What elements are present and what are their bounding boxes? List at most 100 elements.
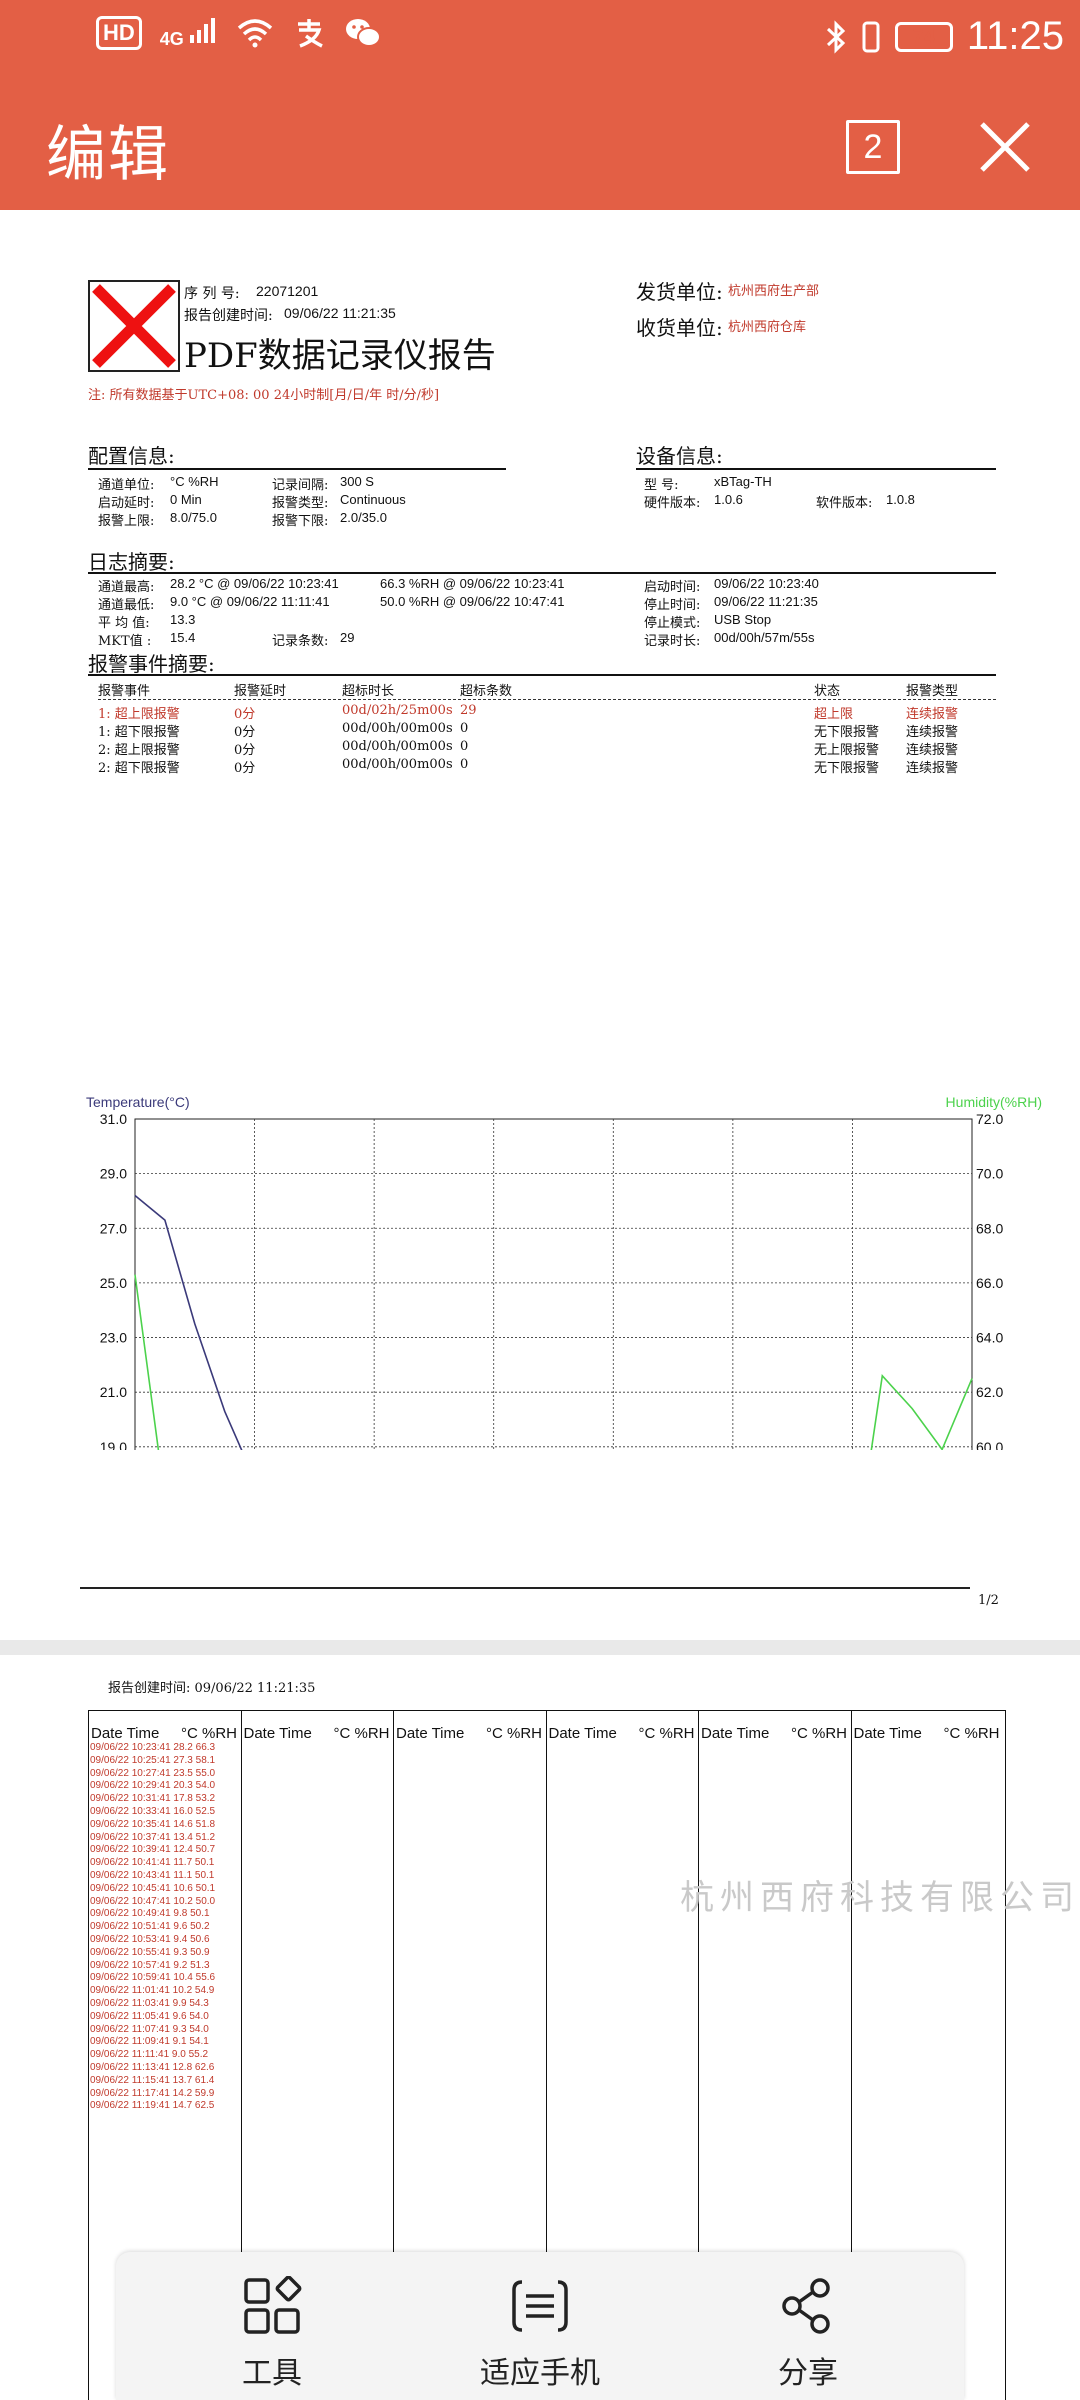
data-row: 09/06/22 10:41:41 11.7 50.1 <box>90 1857 215 1869</box>
alarm-cell-count: 0 <box>460 721 469 736</box>
data-row: 09/06/22 10:33:41 16.0 52.5 <box>90 1806 216 1817</box>
battery-icon: 74 <box>894 21 953 52</box>
max-temp: 28.2 °C @ 09/06/22 10:23:41 <box>170 576 339 591</box>
data-row: 09/06/22 10:31:41 17.8 53.2 <box>90 1793 216 1805</box>
data-row: 09/06/22 10:35:41 14.6 51.8 <box>90 1818 216 1830</box>
alarm-cell-status: 无下限报警 <box>814 725 880 740</box>
alarm-cell-type: 连续报警 <box>906 743 959 758</box>
recv-value: 杭州西府仓库 <box>728 320 807 335</box>
column-header-units: °C %RH <box>181 1725 238 1742</box>
duration-value: 00d/00h/57m/55s <box>714 630 815 645</box>
data-row: 09/06/22 11:19:41 14.7 62.5 <box>90 2100 215 2112</box>
stop-mode-label: 停止模式: <box>644 616 701 631</box>
start-value: 09/06/22 10:23:40 <box>714 576 819 591</box>
alarm-header-divider <box>98 699 996 700</box>
model-value: xBTag-TH <box>714 474 772 489</box>
tools-button[interactable]: 工具 <box>172 2252 372 2400</box>
signal-icon: 4G <box>160 17 218 50</box>
sw-label: 软件版本: <box>816 496 873 511</box>
config-divider <box>88 468 506 470</box>
status-left: HD 4G <box>96 16 382 50</box>
lower-value: 2.0/35.0 <box>340 510 387 525</box>
delay-label: 启动延时: <box>98 496 155 511</box>
log-divider <box>88 572 996 574</box>
page-footer-divider <box>80 1587 970 1589</box>
column-header-datetime: Date Time <box>396 1725 465 1742</box>
timezone-note: 注: 所有数据基于UTC+08: 00 24小时制[月/日/年 时/分/秒] <box>88 388 440 403</box>
alarm-header-delay: 报警延时 <box>234 684 287 699</box>
data-row: 09/06/22 10:37:41 13.4 51.2 <box>90 1831 216 1843</box>
data-row: 09/06/22 10:29:41 20.3 54.0 <box>90 1780 216 1792</box>
column-header-units: °C %RH <box>333 1725 390 1742</box>
alarm-cell-type: 连续报警 <box>906 725 959 740</box>
count-value: 29 <box>340 630 355 645</box>
lower-label: 报警下限: <box>272 514 329 529</box>
log-title: 日志摘要: <box>88 550 175 574</box>
report-title: PDF数据记录仪报告 <box>184 336 496 376</box>
y-tick-label: 25.0 <box>100 1275 127 1291</box>
alarm-cell-count: 29 <box>460 703 477 718</box>
alarm-cell-duration: 00d/00h/00m00s <box>342 739 453 754</box>
hw-value: 1.0.6 <box>714 492 743 507</box>
column-header-units: °C %RH <box>791 1725 848 1742</box>
start-label: 启动时间: <box>644 580 701 595</box>
alarm-divider <box>88 674 996 676</box>
upper-label: 报警上限: <box>98 514 155 529</box>
alipay-icon <box>298 19 324 48</box>
page-title: 编辑 <box>46 121 170 188</box>
upper-value: 8.0/75.0 <box>170 510 217 525</box>
close-button[interactable] <box>976 118 1034 176</box>
y-tick-label: 21.0 <box>100 1384 127 1400</box>
tools-label: 工具 <box>242 2357 302 2390</box>
data-row: 09/06/22 11:11:41 9.0 55.2 <box>90 2049 209 2061</box>
fit-phone-button[interactable]: 适应手机 <box>440 2252 640 2400</box>
alarm-cell-delay: 0分 <box>234 725 256 740</box>
interval-value: 300 S <box>340 474 374 489</box>
column-header-units: °C %RH <box>943 1725 1000 1742</box>
clock: 11:25 <box>966 14 1064 58</box>
vibrate-icon <box>862 21 880 52</box>
column-header-datetime: Date Time <box>548 1725 617 1742</box>
column-header-units: °C %RH <box>638 1725 695 1742</box>
fit-phone-icon <box>512 2280 568 2332</box>
model-label: 型 号: <box>644 478 679 493</box>
y2-tick-label: 62.0 <box>976 1384 1003 1400</box>
app-bar: 编辑 2 <box>0 78 1080 210</box>
data-table-column: Date Time °C %RH <box>852 1711 1005 2400</box>
plot-frame <box>134 1118 973 1450</box>
data-row: 09/06/22 10:23:41 28.2 66.3 <box>90 1742 216 1753</box>
hw-label: 硬件版本: <box>644 496 701 511</box>
temperature-humidity-chart: 31.0 72.0 29.0 70.0 27.0 68.0 25.0 66.0 23.0 64.0… <box>86 1094 1042 1450</box>
share-label: 分享 <box>778 2357 838 2390</box>
data-table-column: Date Time °C %RH <box>394 1711 547 2400</box>
data-table-column: Date Time °C %RH <box>547 1711 699 2400</box>
device-title: 设备信息: <box>636 444 723 468</box>
data-row: 09/06/22 11:09:41 9.1 54.1 <box>90 2036 209 2048</box>
stop-label: 停止时间: <box>644 598 701 613</box>
alarm-cell-duration: 00d/02h/25m00s <box>342 703 453 718</box>
alarm-cell-duration: 00d/00h/00m00s <box>342 721 453 736</box>
alarm-cell-event: 1: 超下限报警 <box>98 725 180 740</box>
serial-label: 序 列 号: <box>184 286 240 302</box>
stop-mode-value: USB Stop <box>714 612 772 627</box>
recv-label: 收货单位: <box>636 316 723 340</box>
alarm-cell-event: 1: 超上限报警 <box>98 707 180 722</box>
y2-tick-label: 68.0 <box>976 1220 1003 1236</box>
page-count-button[interactable]: 2 <box>846 120 900 174</box>
alarm-type-label: 报警类型: <box>272 496 329 511</box>
alarm-header-count: 超标条数 <box>460 684 513 699</box>
data-row: 09/06/22 10:47:41 10.2 50.0 <box>90 1895 216 1907</box>
column-header-units: °C %RH <box>486 1725 543 1742</box>
share-button[interactable]: 分享 <box>708 2252 908 2400</box>
tools-grid-icon <box>244 2276 302 2334</box>
alarm-cell-count: 0 <box>460 757 469 772</box>
page-number: 1/2 <box>978 1593 999 1608</box>
alarm-header-duration: 超标时长 <box>342 684 395 699</box>
status-bar: HD 4G 74 11:25 <box>0 0 1080 78</box>
mkt-label: MKT值 : <box>98 634 152 649</box>
max-hum: 66.3 %RH @ 09/06/22 10:23:41 <box>380 576 565 591</box>
alarm-title: 报警事件摘要: <box>88 652 215 676</box>
wechat-icon <box>346 19 382 47</box>
y2-tick-label: 70.0 <box>976 1166 1003 1182</box>
status-right: 74 11:25 <box>825 14 1064 59</box>
